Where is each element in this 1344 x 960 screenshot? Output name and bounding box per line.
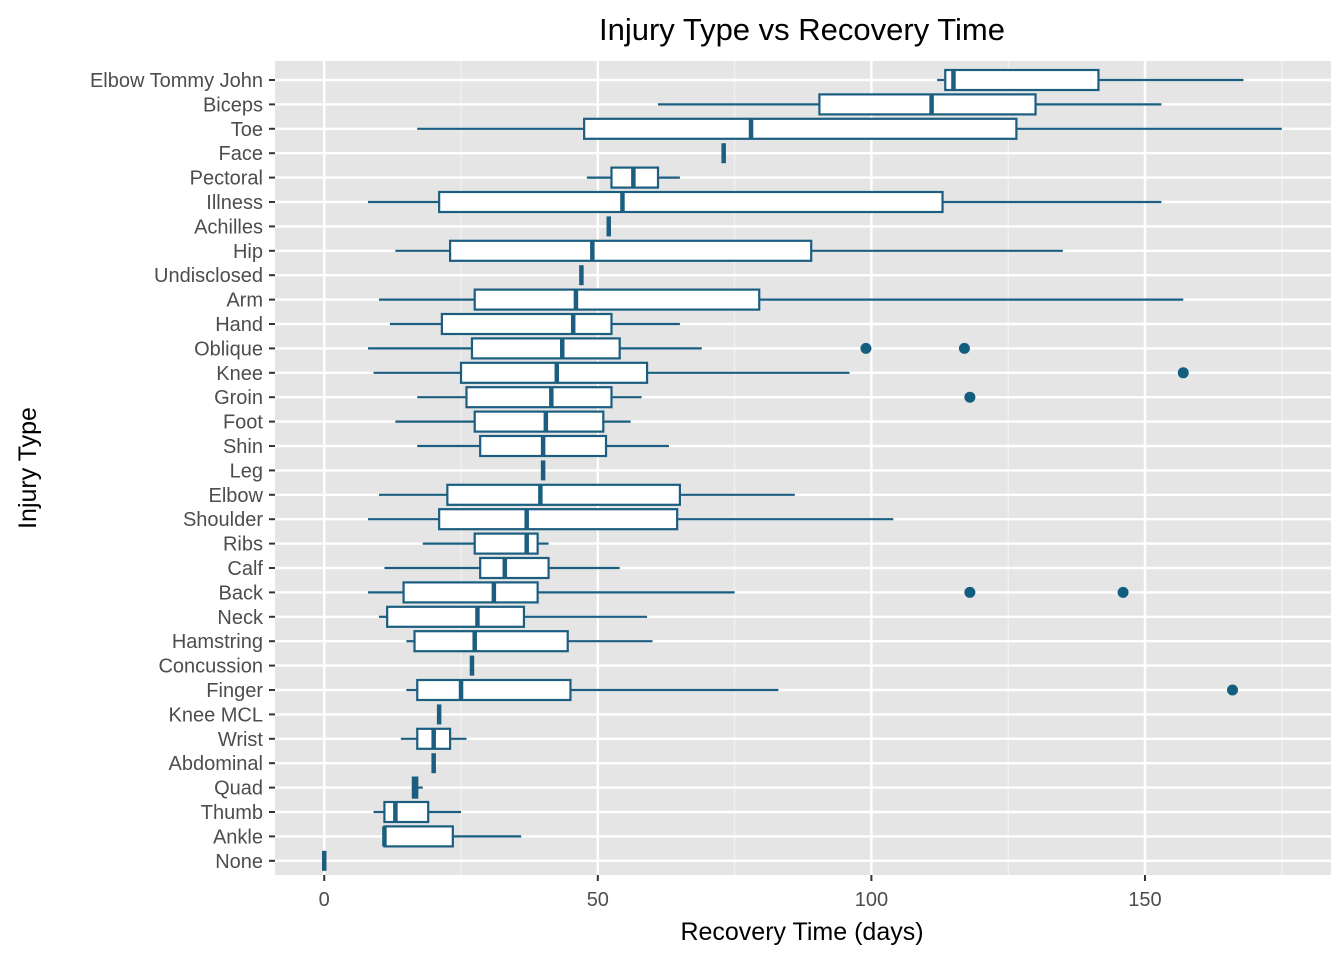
box-iqr xyxy=(438,190,944,214)
outlier-point xyxy=(860,342,872,354)
y-tick-label: Oblique xyxy=(194,338,263,360)
y-tick-label: Knee xyxy=(216,363,263,385)
box-iqr xyxy=(440,312,613,336)
y-tick-label: Calf xyxy=(227,558,263,580)
box-iqr xyxy=(413,630,569,653)
x-axis-ticks: 0 50 100 150 xyxy=(319,875,1162,911)
y-tick-label: Shoulder xyxy=(183,509,263,531)
y-tick-label: Ribs xyxy=(223,534,263,556)
box-elbow xyxy=(378,483,795,506)
box-iqr xyxy=(473,532,539,555)
box-iqr xyxy=(470,337,621,360)
box-hamstring xyxy=(406,630,653,653)
y-tick-label: Wrist xyxy=(218,729,264,751)
box-wrist xyxy=(400,727,467,750)
y-tick-label: Hip xyxy=(233,241,263,263)
box-iqr xyxy=(473,288,761,311)
box-hip xyxy=(395,239,1063,262)
box-iqr xyxy=(438,508,679,531)
x-tick-label: 100 xyxy=(855,889,888,911)
y-tick-label: Foot xyxy=(223,412,263,434)
chart-title: Injury Type vs Recovery Time xyxy=(599,12,1005,47)
box-iqr xyxy=(583,117,1018,140)
y-tick-label: Quad xyxy=(214,778,263,800)
box-toe xyxy=(417,117,1282,140)
x-tick-label: 50 xyxy=(587,889,609,911)
box-calf xyxy=(384,556,620,580)
box-biceps xyxy=(658,93,1162,116)
y-tick-label: Pectoral xyxy=(190,168,263,190)
y-tick-label: None xyxy=(215,851,263,873)
box-series xyxy=(321,68,1282,871)
y-tick-label: Toe xyxy=(231,119,263,141)
y-tick-label: Concussion xyxy=(158,656,263,678)
box-iqr xyxy=(383,825,454,848)
x-axis-title: Recovery Time (days) xyxy=(680,918,923,946)
box-knee xyxy=(373,361,1189,384)
plot-panel xyxy=(275,61,1331,875)
y-tick-label: Thumb xyxy=(201,802,263,824)
x-tick-label: 0 xyxy=(319,889,330,911)
y-tick-label: Groin xyxy=(214,387,263,409)
outlier-point xyxy=(1227,684,1239,696)
box-foot xyxy=(395,410,631,433)
box-illness xyxy=(368,190,1162,214)
box-shoulder xyxy=(368,508,894,531)
box-quad xyxy=(411,776,423,799)
box-iqr xyxy=(465,386,613,409)
y-tick-label: Hamstring xyxy=(172,631,263,653)
box-pectoral xyxy=(586,166,680,189)
y-tick-label: Hand xyxy=(215,314,263,336)
box-oblique xyxy=(368,337,970,360)
outlier-point xyxy=(1117,586,1129,598)
box-iqr xyxy=(386,605,526,628)
x-tick-label: 150 xyxy=(1128,889,1161,911)
box-groin xyxy=(417,386,976,409)
y-tick-label: Neck xyxy=(217,607,264,629)
y-tick-label: Arm xyxy=(226,290,263,312)
y-tick-label: Illness xyxy=(206,192,263,214)
box-iqr xyxy=(446,483,681,506)
y-tick-label: Achilles xyxy=(194,216,263,238)
box-finger xyxy=(406,678,1239,702)
box-iqr xyxy=(416,678,572,702)
box-ankle xyxy=(382,825,522,848)
y-tick-label: Finger xyxy=(206,680,263,702)
y-tick-label: Abdominal xyxy=(168,753,263,775)
box-back xyxy=(368,581,1129,604)
y-tick-label: Knee MCL xyxy=(169,704,264,726)
box-iqr xyxy=(448,239,813,262)
y-tick-label: Elbow Tommy John xyxy=(90,70,263,92)
box-iqr xyxy=(818,93,1037,116)
y-axis-title: Injury Type xyxy=(14,407,42,529)
box-arm xyxy=(378,288,1184,311)
box-iqr xyxy=(479,556,550,580)
outlier-point xyxy=(1177,367,1189,379)
box-elbow-tommy-john xyxy=(937,68,1244,92)
y-tick-label: Elbow xyxy=(209,485,264,507)
y-tick-label: Shin xyxy=(223,436,263,458)
outlier-point xyxy=(958,342,970,354)
box-ribs xyxy=(422,532,549,555)
outlier-point xyxy=(964,586,976,598)
box-iqr xyxy=(383,800,430,824)
y-tick-label: Back xyxy=(219,582,264,604)
box-shin xyxy=(417,434,669,458)
box-iqr xyxy=(402,581,539,604)
outlier-point xyxy=(964,391,976,403)
box-hand xyxy=(389,312,680,336)
box-neck xyxy=(378,605,648,628)
y-tick-label: Face xyxy=(219,143,263,165)
y-tick-label: Leg xyxy=(230,460,263,482)
box-iqr xyxy=(473,410,605,433)
y-tick-label: Biceps xyxy=(203,94,263,116)
box-thumb xyxy=(373,800,462,824)
box-iqr xyxy=(459,361,649,384)
box-iqr xyxy=(944,68,1100,92)
y-tick-label: Ankle xyxy=(213,826,263,848)
y-tick-label: Undisclosed xyxy=(154,265,263,287)
